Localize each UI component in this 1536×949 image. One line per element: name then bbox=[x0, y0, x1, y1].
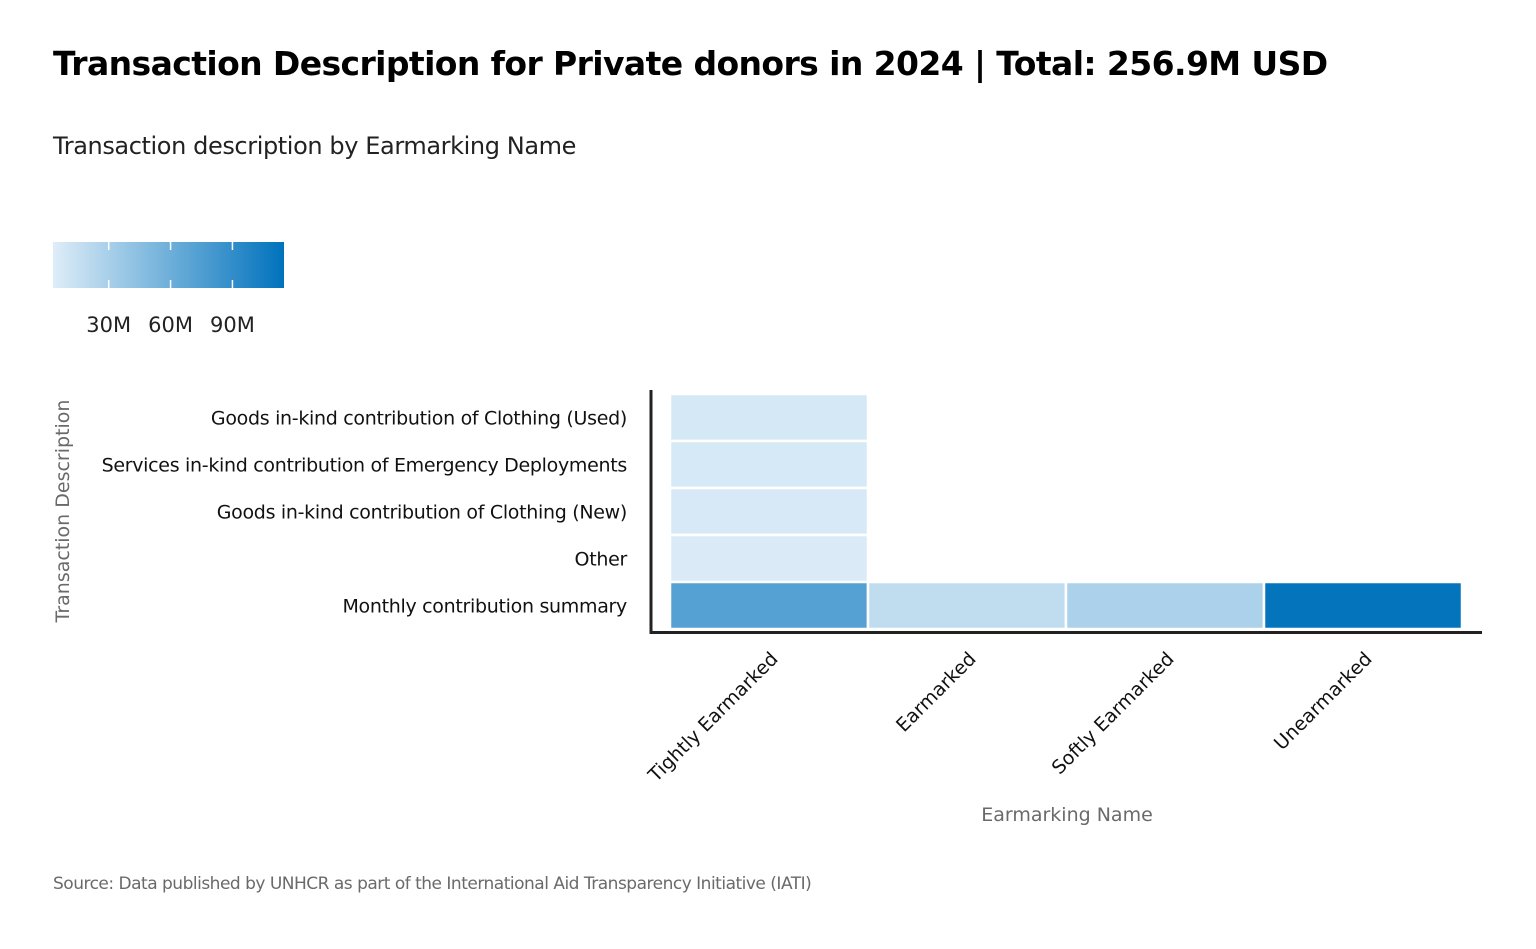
heatmap-cell bbox=[1262, 580, 1464, 631]
color-legend-bar bbox=[53, 242, 284, 288]
heatmap-cell bbox=[1064, 580, 1266, 631]
x-tick-label: Earmarked bbox=[892, 648, 981, 737]
heatmap-cell bbox=[668, 580, 870, 631]
x-axis-title: Earmarking Name bbox=[981, 804, 1153, 826]
legend-tick-label: 60M bbox=[148, 313, 193, 337]
heatmap-cells bbox=[668, 392, 1464, 631]
heatmap-cell bbox=[668, 392, 870, 443]
source-note: Source: Data published by UNHCR as part … bbox=[53, 874, 812, 894]
x-tick-label: Tightly Earmarked bbox=[644, 648, 783, 787]
y-tick-label: Monthly contribution summary bbox=[342, 596, 627, 618]
heatmap-cell bbox=[668, 439, 870, 490]
y-tick-label: Goods in-kind contribution of Clothing (… bbox=[211, 408, 627, 430]
y-tick-label: Other bbox=[575, 549, 628, 571]
y-tick-labels: Goods in-kind contribution of Clothing (… bbox=[102, 408, 628, 618]
x-tick-labels: Tightly Earmarked Earmarked Softly Earmark… bbox=[644, 648, 1377, 787]
heatmap-cell bbox=[668, 533, 870, 584]
x-tick-label: Unearmarked bbox=[1270, 648, 1377, 755]
y-tick-label: Goods in-kind contribution of Clothing (… bbox=[217, 502, 627, 524]
chart-subtitle: Transaction description by Earmarking Na… bbox=[53, 132, 576, 160]
legend-tick-label: 30M bbox=[86, 313, 131, 337]
x-tick-label: Softly Earmarked bbox=[1048, 648, 1179, 779]
heatmap-cell bbox=[668, 486, 870, 537]
y-tick-label: Services in-kind contribution of Emergen… bbox=[102, 455, 627, 477]
y-axis-title: Transaction Description bbox=[52, 400, 74, 624]
heatmap-cell bbox=[866, 580, 1068, 631]
color-legend: 30M 60M 90M bbox=[53, 242, 284, 337]
chart-title: Transaction Description for Private dono… bbox=[53, 44, 1328, 83]
legend-tick-label: 90M bbox=[210, 313, 255, 337]
